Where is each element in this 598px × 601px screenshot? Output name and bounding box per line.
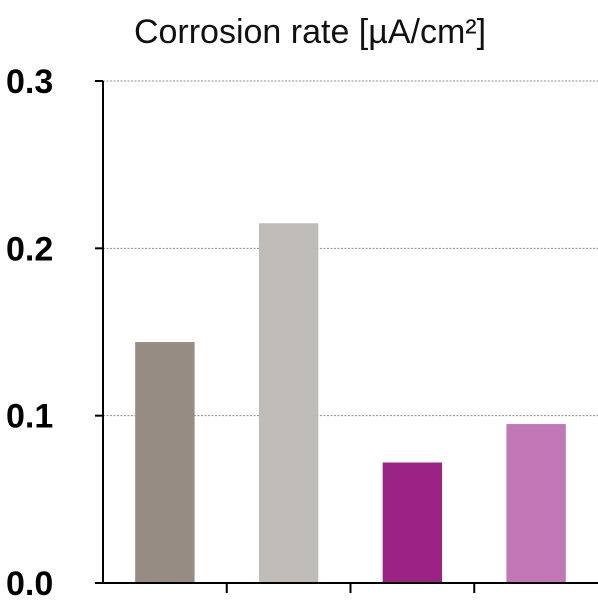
bars [135,223,566,583]
y-tick-label: 0.0 [6,565,53,601]
y-tick-label: 0.2 [6,230,53,268]
bar-4 [506,424,566,583]
bar-1 [135,342,195,583]
y-tick-label: 0.1 [6,398,53,436]
bar-2 [258,223,319,583]
y-tick-label: 0.3 [6,63,53,101]
chart-title: Corrosion rate [µA/cm²] [134,13,486,51]
bar-3 [382,462,443,583]
y-tick-labels: 0.0 0.1 0.2 0.3 [6,63,53,601]
axes [95,80,598,593]
